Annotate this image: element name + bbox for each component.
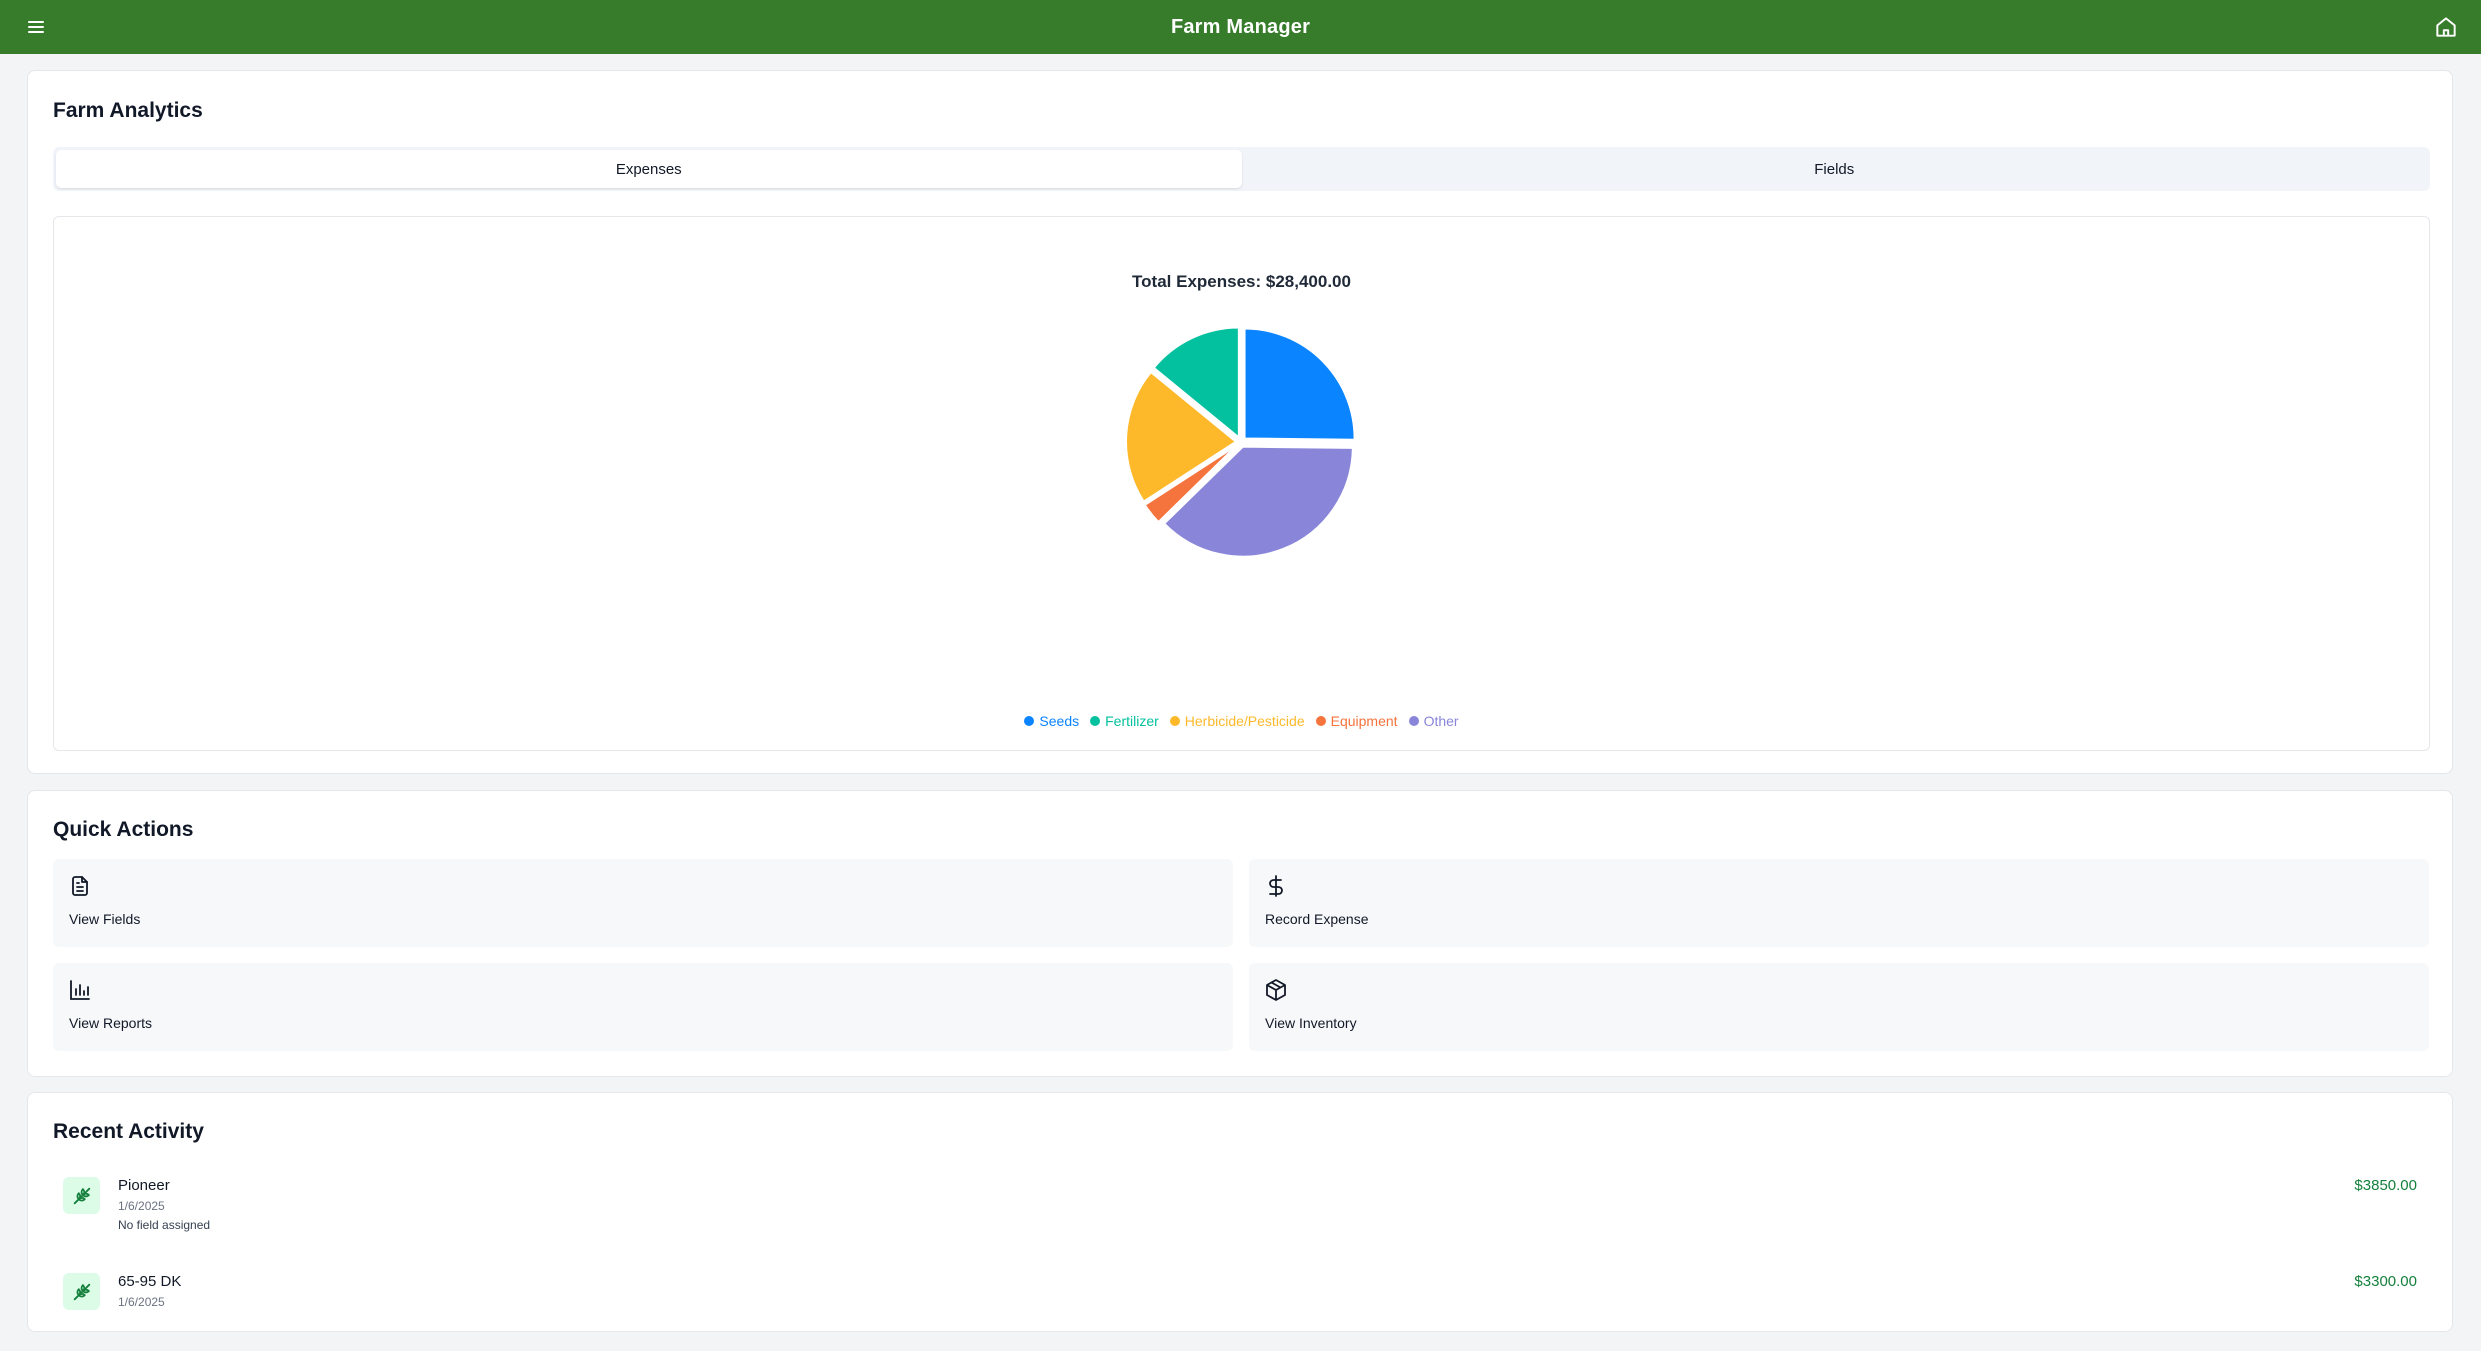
chart-legend: Seeds Fertilizer Herbicide/Pesticide Equipm… [54, 713, 2429, 729]
legend-item-other[interactable]: Other [1408, 713, 1459, 729]
activity-name: 65-95 DK [118, 1273, 182, 1290]
legend-label: Equipment [1330, 713, 1398, 729]
activity-item[interactable]: 65-95 DK 1/6/2025 $3300.00 [53, 1271, 2429, 1351]
activity-date: 1/6/2025 [118, 1199, 165, 1213]
app-title: Farm Manager [1170, 15, 1311, 38]
quick-actions-heading: Quick Actions [53, 818, 194, 841]
farm-analytics-heading: Farm Analytics [53, 99, 203, 122]
legend-dot [1169, 716, 1180, 726]
wheat-icon [63, 1273, 100, 1310]
legend-dot [1024, 716, 1035, 726]
recent-activity-card: Recent Activity Pioneer 1/6/2025 No fiel… [27, 1092, 2453, 1332]
legend-dot [1315, 716, 1326, 726]
view-reports-label: View Reports [69, 1015, 153, 1031]
view-inventory-label: View Inventory [1265, 1015, 1357, 1031]
chart-title: Total Expenses: $28,400.00 [1132, 272, 1351, 291]
expenses-chart: Total Expenses: $28,400.00 Seeds Fertiliz… [53, 216, 2430, 751]
legend-dot [1408, 716, 1419, 726]
document-icon [72, 876, 88, 896]
app-header: Farm Manager [0, 0, 2481, 54]
activity-date: 1/6/2025 [118, 1295, 165, 1309]
pie-slice-fertilizer[interactable] [1152, 327, 1240, 440]
record-expense-button[interactable]: Record Expense [1249, 859, 2429, 947]
menu-icon[interactable] [24, 15, 48, 39]
dollar-icon [1269, 875, 1283, 897]
bar-chart-icon [70, 980, 90, 1000]
recent-activity-heading: Recent Activity [53, 1120, 204, 1143]
legend-label: Herbicide/Pesticide [1184, 713, 1305, 729]
legend-label: Fertilizer [1105, 713, 1159, 729]
legend-item-seeds[interactable]: Seeds [1024, 713, 1079, 729]
view-fields-button[interactable]: View Fields [53, 859, 1233, 947]
legend-label: Seeds [1039, 713, 1080, 729]
quick-actions-card: Quick Actions View Fields Record Expense… [27, 790, 2453, 1077]
pie-chart [1126, 327, 1356, 557]
pie-slice-other[interactable] [1162, 445, 1354, 557]
activity-item[interactable]: Pioneer 1/6/2025 No field assigned $3850… [53, 1175, 2429, 1255]
legend-item-herbicide-pesticide[interactable]: Herbicide/Pesticide [1169, 713, 1305, 729]
legend-label: Other [1423, 713, 1459, 729]
pie-slice-equipment[interactable] [1143, 444, 1238, 524]
view-inventory-button[interactable]: View Inventory [1249, 963, 2429, 1051]
activity-amount: $3850.00 [2354, 1177, 2417, 1194]
activity-amount: $3300.00 [2354, 1273, 2417, 1290]
view-fields-label: View Fields [69, 911, 141, 927]
legend-item-fertilizer[interactable]: Fertilizer [1090, 713, 1159, 729]
farm-analytics-card: Farm Analytics Expenses Fields Total Exp… [27, 70, 2453, 774]
legend-dot [1090, 716, 1101, 726]
home-icon[interactable] [2433, 14, 2459, 40]
package-icon [1266, 979, 1286, 1001]
activity-name: Pioneer [118, 1177, 170, 1194]
activity-note: No field assigned [118, 1218, 211, 1232]
record-expense-label: Record Expense [1265, 911, 1369, 927]
view-reports-button[interactable]: View Reports [53, 963, 1233, 1051]
legend-item-equipment[interactable]: Equipment [1315, 713, 1398, 729]
tab-expenses[interactable]: Expenses [56, 150, 1242, 188]
analytics-tabs: Expenses Fields [53, 147, 2430, 191]
pie-slice-seeds[interactable] [1243, 327, 1356, 441]
tab-fields[interactable]: Fields [1814, 160, 1855, 178]
wheat-icon [63, 1177, 100, 1214]
pie-slice-herbicide-pesticide[interactable] [1126, 370, 1238, 503]
